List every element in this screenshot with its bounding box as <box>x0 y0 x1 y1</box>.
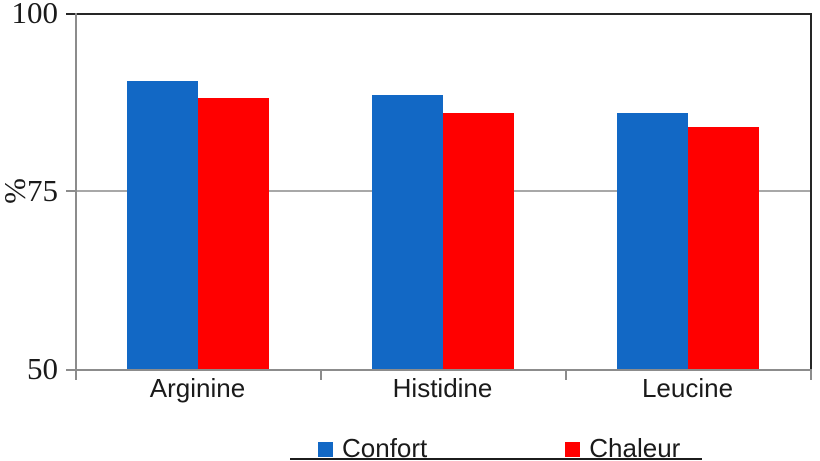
bar-confort-leucine <box>616 112 688 369</box>
x-boundary-tick-0 <box>75 369 77 380</box>
x-category-label-leucine: Leucine <box>641 373 734 403</box>
bottom-cropped-element-line <box>290 458 702 460</box>
y-axis-line <box>75 13 77 371</box>
x-boundary-tick-1 <box>320 369 322 380</box>
y-tick-mark-50 <box>66 369 75 371</box>
bar-chaleur-histidine <box>442 112 514 369</box>
plot-top-border <box>66 13 812 15</box>
legend-label-confort: Confort <box>342 433 428 461</box>
x-category-label-histidine: Histidine <box>392 373 493 403</box>
bar-confort-histidine <box>371 94 443 369</box>
x-boundary-tick-2 <box>565 369 567 380</box>
x-boundary-tick-3 <box>810 369 812 380</box>
y-tick-label-100: 100 <box>11 0 59 30</box>
bar-confort-arginine <box>126 80 198 369</box>
legend-label-chaleur: Chaleur <box>589 433 681 461</box>
legend-swatch-chaleur <box>565 442 581 457</box>
y-tick-mark-75 <box>66 190 75 192</box>
legend-swatch-confort <box>318 442 333 457</box>
plot-right-border <box>810 13 812 371</box>
y-tick-label-75: 75 <box>27 173 58 208</box>
x-axis-line <box>75 369 812 371</box>
legend: Confort Chaleur <box>318 435 680 461</box>
legend-item-chaleur: Chaleur <box>565 435 680 461</box>
bar-chaleur-leucine <box>687 126 759 369</box>
bar-chaleur-arginine <box>197 98 269 369</box>
y-tick-label-50: 50 <box>27 351 58 386</box>
x-category-label-arginine: Arginine <box>149 373 246 403</box>
legend-item-confort: Confort <box>318 435 427 461</box>
